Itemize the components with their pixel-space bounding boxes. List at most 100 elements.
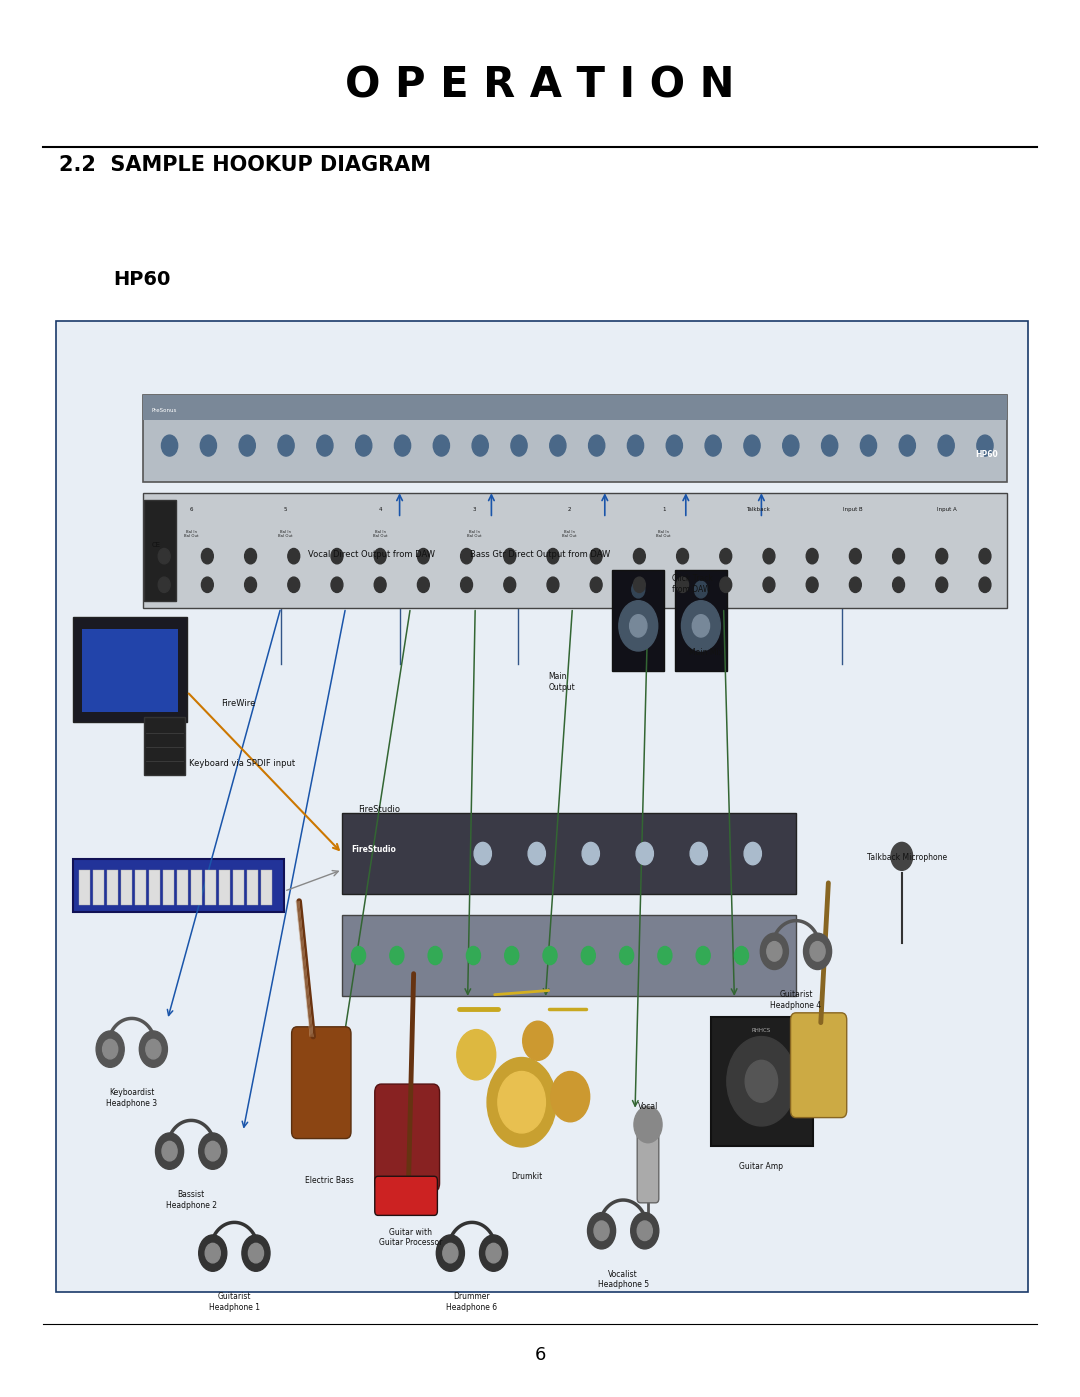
FancyBboxPatch shape [56,321,1028,1292]
Circle shape [666,434,683,455]
Circle shape [239,434,255,455]
Circle shape [762,549,775,564]
Text: FireWire: FireWire [221,700,256,708]
Text: Guitarist
Headphone 1: Guitarist Headphone 1 [208,1292,260,1312]
Circle shape [636,842,653,865]
Text: 6: 6 [189,507,193,511]
Circle shape [487,1058,556,1147]
FancyBboxPatch shape [219,870,230,905]
FancyBboxPatch shape [637,1132,659,1203]
FancyBboxPatch shape [247,870,258,905]
FancyBboxPatch shape [79,870,90,905]
Circle shape [202,577,214,592]
Circle shape [394,434,410,455]
Circle shape [374,577,387,592]
Text: Input B: Input B [842,507,863,511]
Text: Talkback Microphone: Talkback Microphone [867,854,947,862]
Text: Bal In
Bal Out: Bal In Bal Out [184,529,199,538]
Text: RHHCS: RHHCS [752,1028,771,1034]
Text: Keyboardist
Headphone 3: Keyboardist Headphone 3 [106,1088,158,1108]
Circle shape [630,615,647,637]
Text: Guitar with
Guitar Processor: Guitar with Guitar Processor [379,1228,442,1248]
FancyBboxPatch shape [791,1013,847,1118]
Circle shape [472,434,488,455]
FancyBboxPatch shape [144,500,176,601]
Circle shape [546,577,559,592]
Text: Click Track
from DAW: Click Track from DAW [672,574,713,594]
FancyBboxPatch shape [107,870,118,905]
FancyBboxPatch shape [292,1027,351,1139]
Text: Drumkit: Drumkit [512,1172,542,1180]
Text: 2.2  SAMPLE HOOKUP DIAGRAM: 2.2 SAMPLE HOOKUP DIAGRAM [59,155,431,175]
Circle shape [330,549,343,564]
Circle shape [705,434,721,455]
Circle shape [511,434,527,455]
Circle shape [690,842,707,865]
FancyBboxPatch shape [149,870,160,905]
Circle shape [658,947,672,964]
Circle shape [744,434,760,455]
Text: 2: 2 [567,507,571,511]
Circle shape [727,1037,796,1126]
Text: 3: 3 [473,507,476,511]
Text: Guitarist
Headphone 4: Guitarist Headphone 4 [770,990,822,1010]
Circle shape [939,434,955,455]
Circle shape [244,577,257,592]
Circle shape [390,947,404,964]
Text: 6: 6 [535,1347,545,1363]
Circle shape [589,434,605,455]
Circle shape [582,842,599,865]
Circle shape [248,1243,264,1263]
Circle shape [158,577,171,592]
Circle shape [503,549,516,564]
Circle shape [200,434,216,455]
Circle shape [806,577,819,592]
Circle shape [546,549,559,564]
Circle shape [760,933,788,970]
Circle shape [205,1141,220,1161]
Circle shape [417,577,430,592]
Text: FireStudio: FireStudio [359,806,401,814]
Circle shape [581,947,595,964]
Circle shape [588,1213,616,1249]
Text: Main Mix: Main Mix [689,648,724,657]
Circle shape [619,601,658,651]
Circle shape [633,549,646,564]
Circle shape [156,1133,184,1169]
Text: Keyboard via SPDIF input: Keyboard via SPDIF input [189,760,295,768]
Circle shape [745,1060,778,1102]
Circle shape [278,434,294,455]
Circle shape [158,549,171,564]
Circle shape [767,942,782,961]
Text: PreSonus: PreSonus [151,408,176,414]
FancyBboxPatch shape [177,870,188,905]
Text: Bal In
Bal Out: Bal In Bal Out [373,529,388,538]
Circle shape [202,549,214,564]
Circle shape [503,577,516,592]
Text: O P E R A T I O N: O P E R A T I O N [346,64,734,106]
Text: Bal In
Bal Out: Bal In Bal Out [657,529,671,538]
FancyBboxPatch shape [191,870,202,905]
Circle shape [891,842,913,870]
Circle shape [461,577,473,592]
Circle shape [634,1106,662,1143]
Text: Input A: Input A [937,507,957,511]
Circle shape [162,434,177,455]
Circle shape [594,1221,609,1241]
Text: Vocal: Vocal [638,1102,658,1111]
FancyBboxPatch shape [144,717,185,775]
Text: FireStudio: FireStudio [351,845,396,854]
Circle shape [443,1243,458,1263]
Text: HP60: HP60 [113,270,171,289]
FancyBboxPatch shape [93,870,104,905]
Circle shape [694,581,707,598]
Circle shape [935,577,948,592]
Circle shape [288,549,300,564]
Circle shape [900,434,916,455]
Circle shape [330,577,343,592]
FancyBboxPatch shape [82,629,178,712]
FancyBboxPatch shape [375,1084,440,1192]
Text: 5: 5 [284,507,287,511]
Circle shape [719,577,732,592]
Circle shape [162,1141,177,1161]
